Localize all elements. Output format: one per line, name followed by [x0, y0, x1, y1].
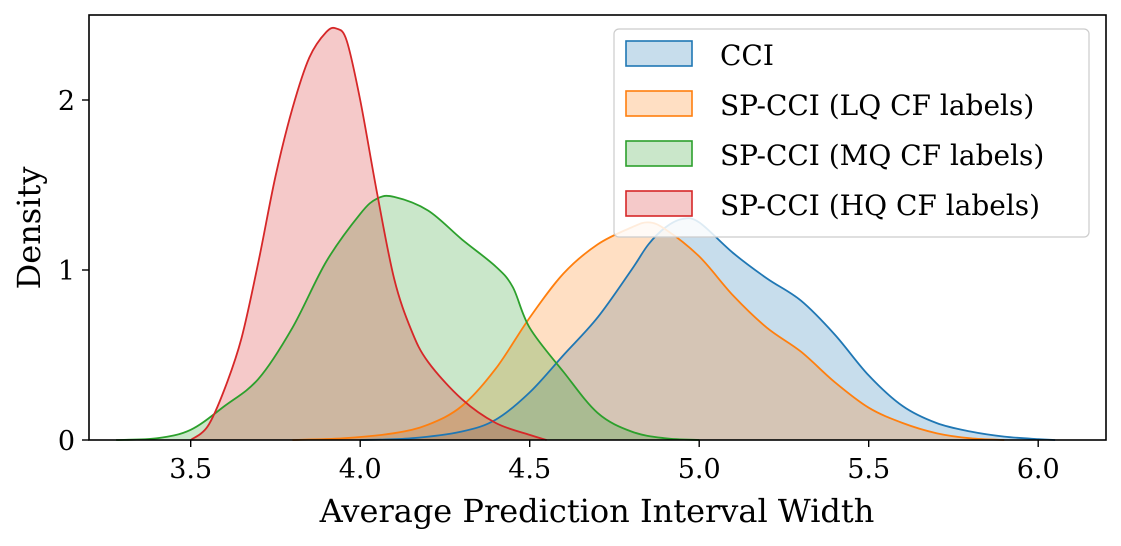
- legend-swatch-cci: [626, 41, 692, 66]
- legend-swatch-sp-cci-lq-cf-labels: [626, 91, 692, 116]
- x-tick-label: 4.5: [508, 454, 551, 485]
- x-tick-label: 6.0: [1017, 454, 1060, 485]
- x-axis-label: Average Prediction Interval Width: [319, 492, 875, 530]
- y-axis-ticks: 0 1 2: [58, 86, 89, 457]
- plot-frame: [88, 14, 1107, 441]
- area-cci: [360, 218, 1056, 440]
- y-axis-label: Density: [10, 167, 48, 290]
- legend-swatch-border: [625, 190, 693, 217]
- legend-label-sp-cci-lq-cf-labels: SP-CCI (LQ CF labels): [720, 89, 1034, 122]
- x-axis-ticks: 3.5 4.0 4.5 5.0 5.5 6.0: [169, 440, 1060, 485]
- legend-swatch-sp-cci-mq-cf-labels: [626, 141, 692, 166]
- legend-swatch-border: [625, 40, 693, 67]
- density-areas: [116, 27, 1056, 440]
- line-sp-cci-mq-cf-labels: [116, 194, 700, 441]
- legend-swatch-sp-cci-hq-cf-labels: [626, 191, 692, 216]
- area-sp-cci-hq-cf-labels: [190, 27, 547, 440]
- legend-swatch-border: [625, 140, 693, 167]
- y-tick-label: 2: [58, 86, 75, 117]
- area-sp-cci-lq-cf-labels: [292, 222, 1005, 440]
- x-tick-label: 4.0: [339, 454, 382, 485]
- y-tick-label: 0: [58, 426, 75, 457]
- x-tick-label: 5.5: [847, 454, 890, 485]
- area-sp-cci-mq-cf-labels: [116, 195, 700, 440]
- legend-box: [613, 28, 1090, 238]
- legend-label-cci: CCI: [720, 39, 774, 72]
- y-tick-label: 1: [58, 256, 75, 287]
- legend-label-sp-cci-mq-cf-labels: SP-CCI (MQ CF labels): [720, 139, 1044, 172]
- legend-swatch-border: [625, 90, 693, 117]
- x-tick-label: 5.0: [678, 454, 721, 485]
- legend: CCI SP-CCI (LQ CF labels) SP-CCI (MQ CF la…: [613, 28, 1090, 238]
- x-tick-label: 3.5: [169, 454, 212, 485]
- line-sp-cci-hq-cf-labels: [190, 26, 547, 441]
- legend-label-sp-cci-hq-cf-labels: SP-CCI (HQ CF labels): [720, 189, 1040, 222]
